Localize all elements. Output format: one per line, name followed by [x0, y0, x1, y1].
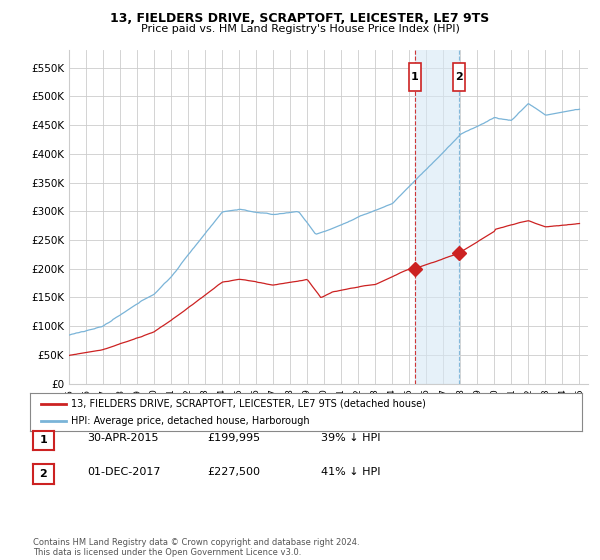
- Text: Contains HM Land Registry data © Crown copyright and database right 2024.
This d: Contains HM Land Registry data © Crown c…: [33, 538, 359, 557]
- Text: £199,995: £199,995: [207, 433, 260, 443]
- FancyBboxPatch shape: [409, 63, 421, 91]
- Text: HPI: Average price, detached house, Harborough: HPI: Average price, detached house, Harb…: [71, 416, 310, 426]
- Text: 39% ↓ HPI: 39% ↓ HPI: [321, 433, 380, 443]
- Text: 2: 2: [40, 469, 47, 479]
- Text: £227,500: £227,500: [207, 466, 260, 477]
- Text: 41% ↓ HPI: 41% ↓ HPI: [321, 466, 380, 477]
- Text: Price paid vs. HM Land Registry's House Price Index (HPI): Price paid vs. HM Land Registry's House …: [140, 24, 460, 34]
- Text: 2: 2: [455, 72, 463, 82]
- FancyBboxPatch shape: [452, 63, 466, 91]
- Text: 13, FIELDERS DRIVE, SCRAPTOFT, LEICESTER, LE7 9TS: 13, FIELDERS DRIVE, SCRAPTOFT, LEICESTER…: [110, 12, 490, 25]
- Text: 01-DEC-2017: 01-DEC-2017: [87, 466, 161, 477]
- Text: 1: 1: [411, 72, 419, 82]
- Text: 1: 1: [40, 436, 47, 445]
- Text: 30-APR-2015: 30-APR-2015: [87, 433, 158, 443]
- Text: 13, FIELDERS DRIVE, SCRAPTOFT, LEICESTER, LE7 9TS (detached house): 13, FIELDERS DRIVE, SCRAPTOFT, LEICESTER…: [71, 399, 426, 409]
